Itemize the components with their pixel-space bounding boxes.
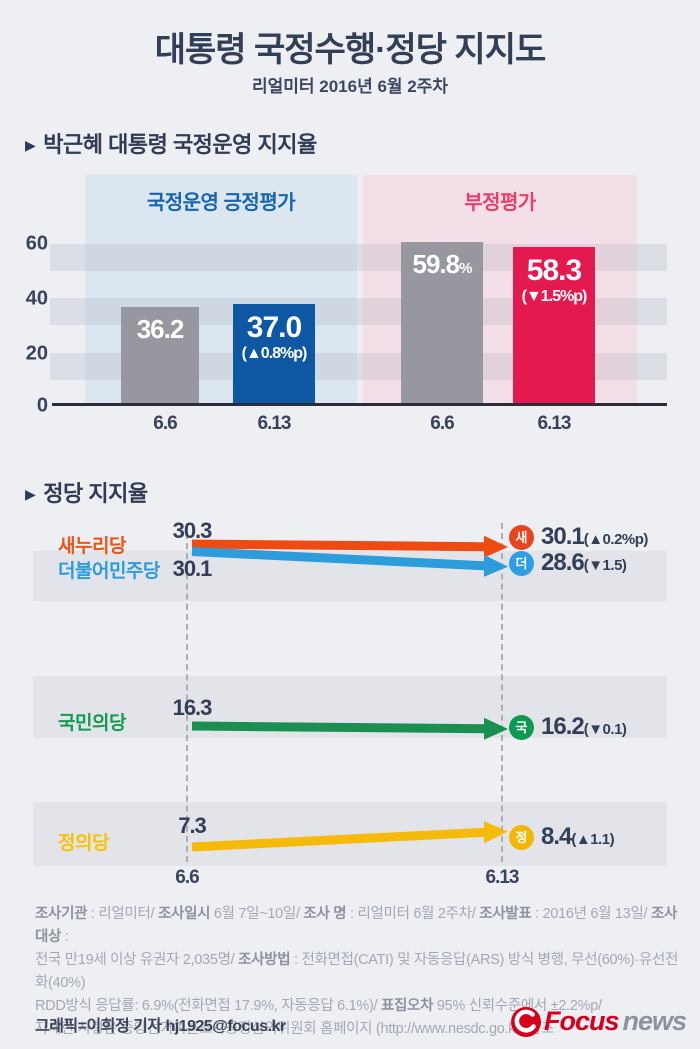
party-badge-minjoo: 더 [509, 551, 534, 576]
bar-negative-6-13: 58.3 (▼1.5%p) [513, 247, 595, 405]
end-value-kukmin: 16.2(▼0.1) [541, 713, 627, 740]
approval-section-title: 박근혜 대통령 국정운영 지지율 [43, 132, 317, 157]
bar-negative-6-6: 59.8% [401, 242, 483, 405]
x-label-positive-6-6: 6.6 [153, 413, 177, 434]
dashed-gridline-6-6 [186, 523, 188, 862]
bar-positive-6-13: 37.0 (▲0.8%p) [233, 304, 315, 405]
focus-news-logo-text: Focus news [543, 1006, 687, 1036]
x-axis-baseline [52, 403, 667, 406]
page-subtitle: 리얼미터 2016년 6월 2주차 [251, 77, 449, 96]
graphic-credit: 그래픽=이희정 기자 hj1925@focus.kr [35, 1018, 286, 1035]
bar-change: (▲0.8%p) [241, 345, 308, 362]
party-label-justice: 정의당 [58, 833, 109, 854]
positive-panel-label: 국정운영 긍정평가 [146, 192, 296, 214]
survey-note-line: RDD방식 응답률: 6.9%(전화면접 17.9%, 자동응답 6.1%)/ … [35, 998, 602, 1014]
party-badge-kukmin: 국 [509, 715, 534, 740]
party-badge-saenuri: 새 [509, 525, 534, 550]
survey-note-line: 자세한 사항은 중앙선거여론조사공정심의위원회 홈페이지 (http://www… [35, 1021, 555, 1037]
bar-value: 59.8% [412, 249, 473, 279]
start-value-justice: 7.3 [178, 813, 207, 838]
party-label-kukmin: 국민의당 [58, 713, 126, 734]
negative-panel-label: 부정평가 [464, 192, 536, 214]
start-value-minjoo: 30.1 [172, 556, 213, 581]
x-label-negative-6-6: 6.6 [430, 413, 454, 434]
slope-x-label-6-6: 6.6 [175, 867, 199, 888]
y-axis-tick-60: 60 [25, 232, 48, 255]
bar-value: 58.3 [526, 254, 582, 287]
approval-section-heading: ▶ 박근혜 대통령 국정운영 지지율 [25, 127, 317, 159]
start-value-kukmin: 16.3 [172, 695, 213, 720]
x-label-negative-6-13: 6.13 [537, 413, 572, 434]
start-value-saenuri: 30.3 [172, 518, 213, 543]
party-badge-justice: 정 [509, 825, 534, 850]
slope-x-label-6-13: 6.13 [485, 867, 520, 888]
focus-news-logo-icon [510, 1006, 541, 1037]
bar-positive-6-6: 36.2 [121, 307, 199, 405]
y-axis-tick-0: 0 [36, 394, 48, 417]
survey-note-line: 전국 만19세 이상 유권자 2,035명/ 조사방법 : 전화면접(CATI)… [35, 952, 679, 991]
end-value-justice: 8.4(▲1.1) [541, 823, 615, 850]
party-section-title: 정당 지지율 [43, 481, 148, 506]
bar-change: (▼1.5%p) [521, 288, 588, 305]
bar-value: 36.2 [136, 314, 185, 344]
y-axis-tick-40: 40 [25, 287, 48, 310]
party-section-heading: ▶ 정당 지지율 [25, 476, 148, 508]
triangle-bullet-icon: ▶ [25, 137, 36, 153]
page-title: 대통령 국정수행·정당 지지도 [154, 31, 547, 69]
party-label-minjoo: 더불어민주당 [58, 561, 160, 582]
x-label-positive-6-13: 6.13 [257, 413, 292, 434]
bar-value: 37.0 [246, 311, 302, 344]
end-value-minjoo: 28.6(▼1.5) [541, 549, 627, 576]
party-label-saenuri: 새누리당 [58, 536, 126, 557]
triangle-bullet-icon: ▶ [25, 486, 36, 502]
survey-note-line: 조사기관 : 리얼미터/ 조사일시 6월 7일~10일/ 조사 명 : 리얼미터… [35, 906, 678, 945]
focus-news-logo: Focus news [510, 1006, 687, 1037]
y-axis-tick-20: 20 [25, 342, 48, 365]
end-value-saenuri: 30.1(▲0.2%p) [541, 523, 648, 550]
dashed-gridline-6-13 [501, 523, 503, 862]
survey-methodology-notes: 조사기관 : 리얼미터/ 조사일시 6월 7일~10일/ 조사 명 : 리얼미터… [35, 903, 685, 1041]
